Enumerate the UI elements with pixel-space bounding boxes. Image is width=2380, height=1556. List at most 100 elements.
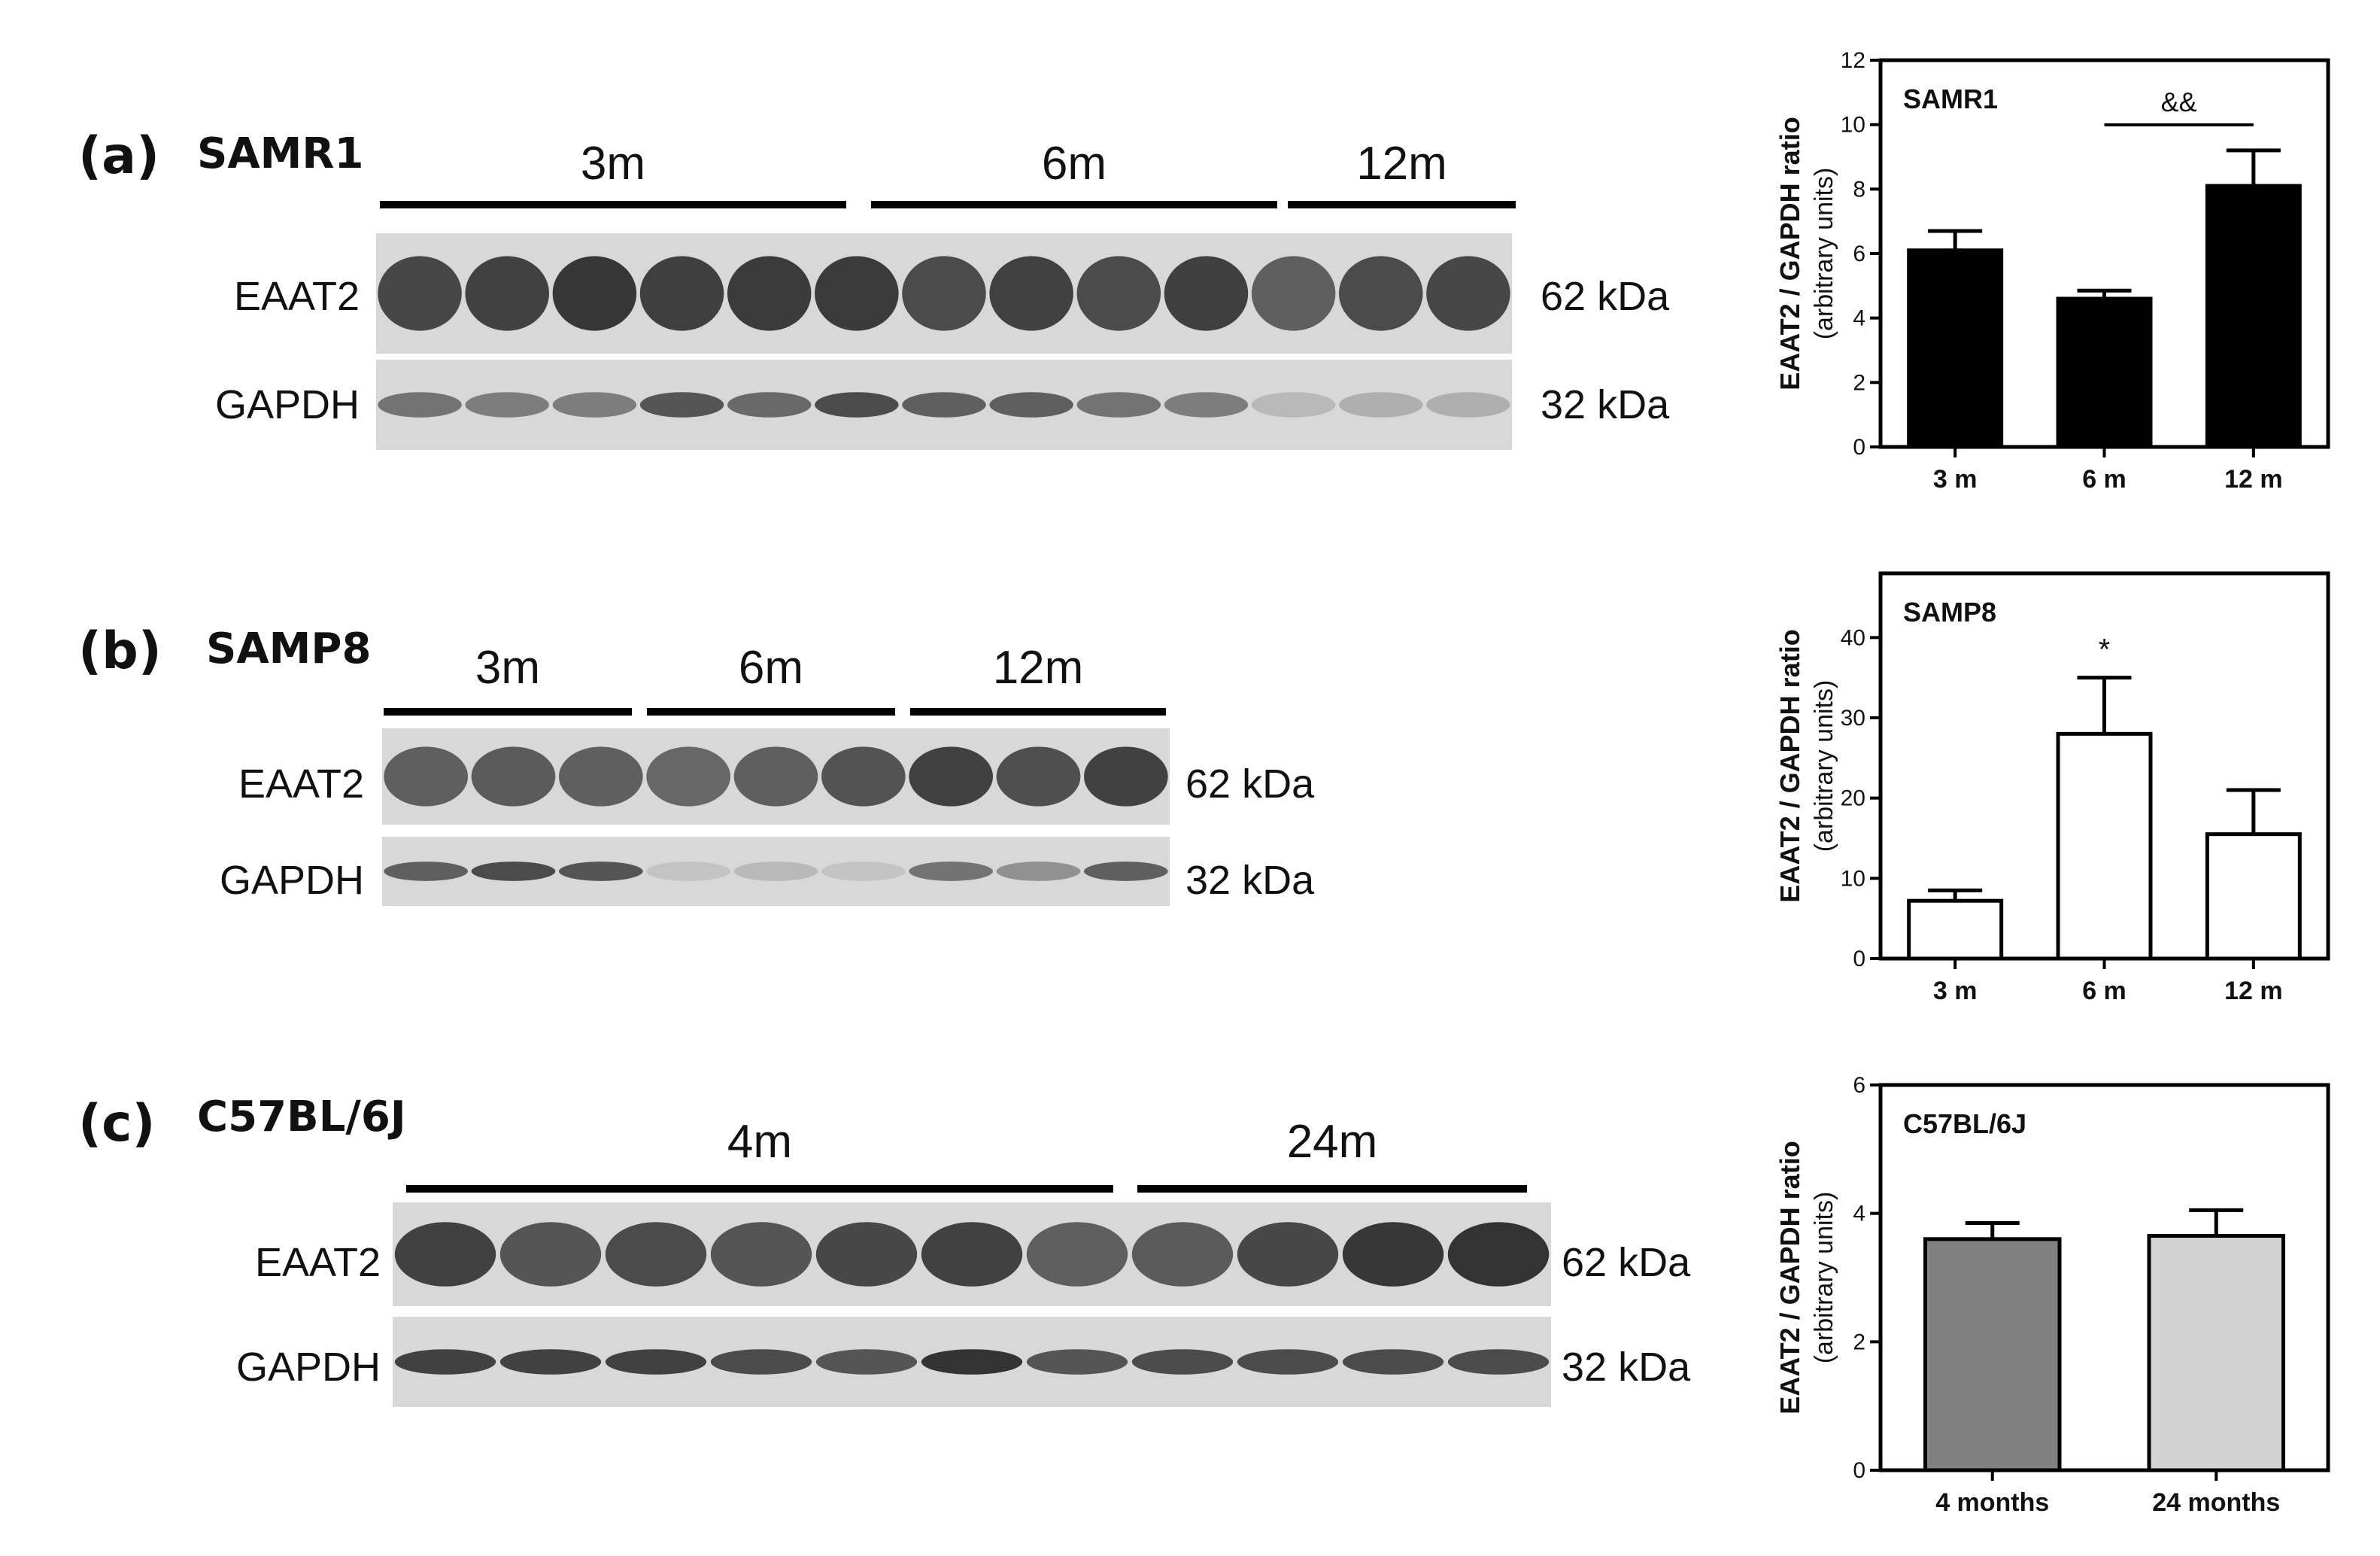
group-label: 4m [727,1116,792,1168]
y-axis-sublabel: (arbitrary units) [1810,168,1838,340]
bar-chart-c57bl6j: 0 2 4 6 EAAT2 / GAPDH ratio (arbitrary units)… [1774,1073,2330,1517]
band [1026,1222,1128,1287]
band [727,392,812,418]
bar [2056,296,2153,449]
band [1026,1349,1128,1375]
band [639,392,724,418]
group-label: 6m [1042,138,1107,190]
band [378,256,462,331]
y-axis-label: EAAT2 / GAPDH ratio [1774,1141,1805,1414]
y-tick-label: 0 [1853,435,1865,460]
band [384,746,469,807]
band [558,862,643,881]
band [1237,1222,1339,1287]
blot-c: 4m 24m EAAT2 62 kDa GAPDH 32 kDa [0,1038,1730,1556]
band [639,256,724,331]
band [909,746,994,807]
band [902,392,986,418]
band-size-label: 32 kDa [1541,382,1670,427]
x-tick-label: 3 m [1933,977,1978,1005]
band [815,1222,918,1287]
group-label: 3m [475,642,540,694]
y-tick-label: 40 [1841,625,1865,650]
y-tick-label: 0 [1853,1458,1865,1483]
band [471,746,556,807]
bar [2056,731,2153,961]
y-tick-label: 2 [1853,370,1865,395]
band [384,862,469,881]
band [1426,256,1510,331]
panel-label-a: (a) [78,126,160,186]
band [1083,746,1168,807]
bar [2147,1234,2285,1472]
band [552,256,637,331]
band [733,746,818,807]
band [996,746,1081,807]
group-label: 12m [993,642,1084,694]
band [1076,256,1161,331]
y-axis-label: EAAT2 / GAPDH ratio [1774,629,1805,902]
band [1083,862,1168,881]
band [1237,1349,1339,1375]
band [394,1349,496,1375]
panel-label-c: (c) [78,1094,156,1153]
y-tick-label: 2 [1853,1330,1865,1354]
band [1339,256,1423,331]
y-tick-label: 30 [1841,706,1865,731]
band [1164,392,1249,418]
band [605,1349,707,1375]
bar [1907,248,2004,449]
band [1342,1222,1444,1287]
bar-chart-samr1: 0 2 4 6 8 10 12 EAAT2 / GAPDH ratio (arbitrary u… [1774,48,2330,494]
band [815,256,899,331]
band [727,256,812,331]
chart-title: C57BL/6J [1903,1108,2026,1139]
band [821,746,906,807]
band [1447,1222,1550,1287]
band-size-label: 62 kDa [1185,761,1315,807]
bar-chart-samp8: 0 10 20 30 40 EAAT2 / GAPDH ratio (arbitrary u… [1774,571,2330,1005]
panel-label-b: (b) [78,621,162,681]
band [465,256,549,331]
band [1164,256,1249,331]
group-label: 3m [581,138,645,190]
bar [1907,898,2004,961]
band-label-gapdh: GAPDH [220,858,364,903]
chart-title: SAMP8 [1903,597,1996,628]
western-blot-c: 4m 24m EAAT2 62 kDa GAPDH 32 kDa [236,1116,1691,1407]
y-tick-label: 20 [1841,786,1865,811]
band [465,392,549,418]
band-size-label: 62 kDa [1562,1240,1691,1285]
significance-mark: * [2099,634,2111,667]
x-tick-label: 12 m [2224,465,2283,494]
band-label-eaat2: EAAT2 [255,1240,381,1285]
band-label-gapdh: GAPDH [215,382,360,427]
western-blot-a: 3m 6m 12m EAAT2 62 kDa GAPDH 32 kDa [215,138,1670,450]
band [552,392,637,418]
western-blot-b: 3m 6m 12m EAAT2 62 kDa GAPDH 32 kDa [220,642,1315,906]
band [558,746,643,807]
band [1426,392,1510,418]
y-tick-label: 6 [1853,242,1865,266]
blot-a: 3m 6m 12m EAAT2 62 kDa GAPDH 32 kDa [0,0,1730,512]
band [1076,392,1161,418]
band-size-label: 62 kDa [1541,274,1670,319]
band [1339,392,1423,418]
y-tick-label: 6 [1853,1073,1865,1098]
band-size-label: 32 kDa [1562,1345,1691,1390]
band-label-eaat2: EAAT2 [238,761,364,807]
chart-title: SAMR1 [1903,84,1998,114]
x-tick-label: 12 m [2224,977,2283,1005]
x-tick-label: 3 m [1933,465,1978,494]
y-tick-label: 12 [1841,48,1865,73]
y-tick-label: 10 [1841,113,1865,138]
group-label: 6m [739,642,803,694]
group-label: 12m [1356,138,1447,190]
band [1131,1222,1234,1287]
band [989,256,1073,331]
band [646,746,731,807]
significance-mark: && [2161,87,2197,117]
band [1251,256,1336,331]
y-axis-sublabel: (arbitrary units) [1810,680,1838,852]
band [909,862,994,881]
